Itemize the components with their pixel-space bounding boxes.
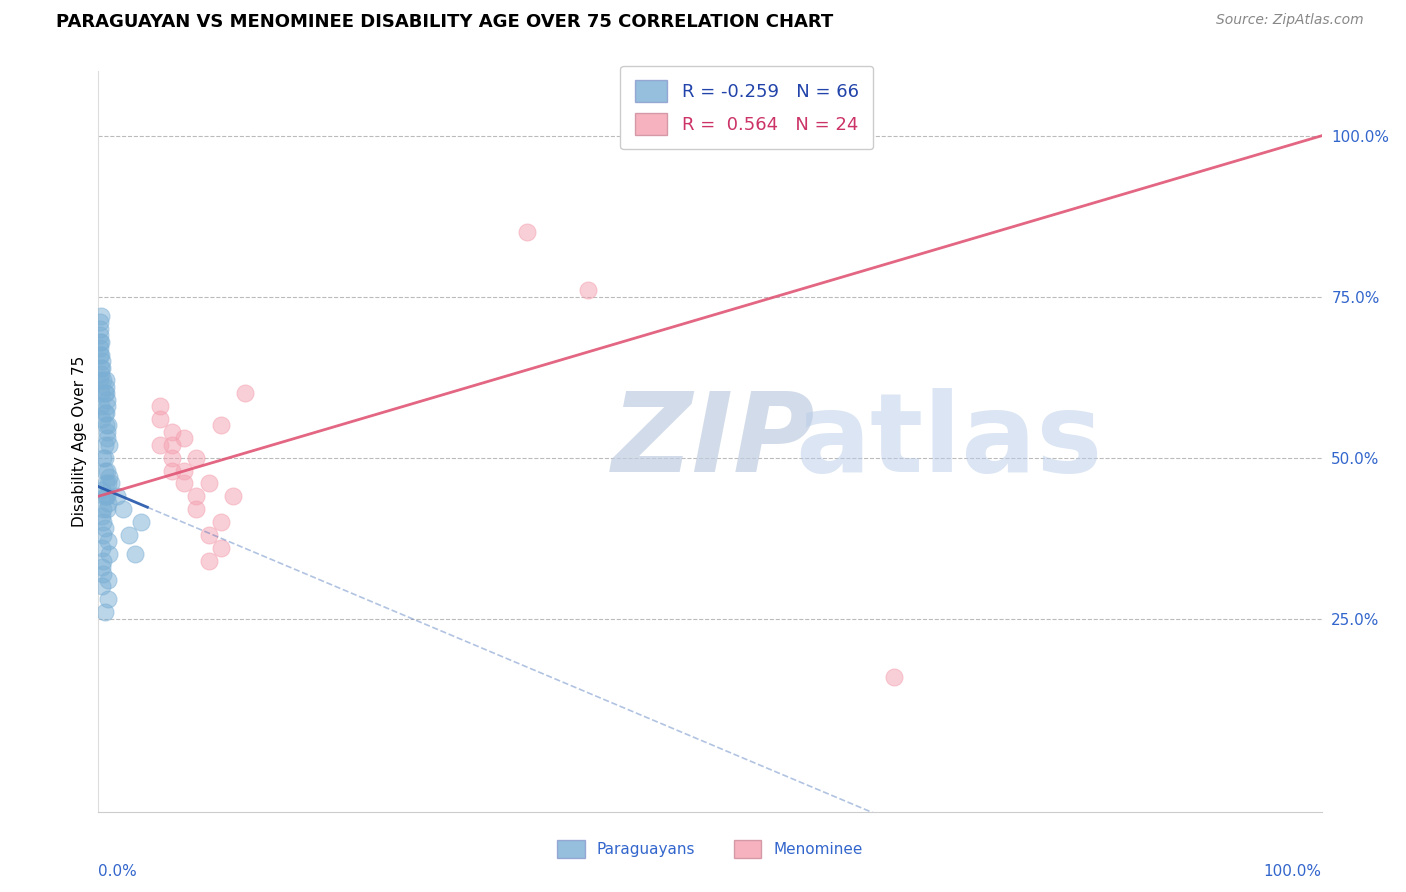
Point xyxy=(89,373,111,387)
Point xyxy=(89,315,111,329)
Point xyxy=(93,521,115,535)
Point xyxy=(186,489,208,503)
Point xyxy=(209,515,232,529)
Point xyxy=(90,399,112,413)
Point xyxy=(90,309,112,323)
Point xyxy=(93,605,115,619)
Point xyxy=(91,579,114,593)
Point xyxy=(100,476,122,491)
Point xyxy=(883,669,905,683)
Point xyxy=(94,489,117,503)
Point xyxy=(91,373,114,387)
Point xyxy=(222,489,245,503)
Point xyxy=(576,283,599,297)
Point xyxy=(98,438,121,452)
Point xyxy=(197,554,219,568)
Point xyxy=(149,399,172,413)
Point xyxy=(93,463,115,477)
Point xyxy=(97,476,120,491)
Point xyxy=(97,573,120,587)
Point xyxy=(515,225,537,239)
Point xyxy=(90,348,112,362)
Point xyxy=(91,515,114,529)
Point xyxy=(90,334,112,349)
Point xyxy=(160,425,183,439)
Point xyxy=(233,386,256,401)
Point xyxy=(209,541,232,555)
Point xyxy=(97,496,120,510)
Point xyxy=(118,528,141,542)
Point xyxy=(94,418,117,433)
Point xyxy=(111,502,134,516)
Point xyxy=(173,476,195,491)
Point xyxy=(91,360,114,375)
Point xyxy=(149,412,172,426)
Point xyxy=(98,470,121,484)
Point xyxy=(91,483,114,497)
Point xyxy=(98,547,121,561)
Point xyxy=(93,450,115,465)
Point xyxy=(96,431,118,445)
Point xyxy=(124,547,146,561)
Point xyxy=(91,560,114,574)
Point xyxy=(91,554,114,568)
Point xyxy=(91,528,114,542)
Point xyxy=(91,566,114,581)
Point xyxy=(89,322,111,336)
Point xyxy=(129,515,152,529)
Point xyxy=(197,476,219,491)
Point xyxy=(96,502,118,516)
Text: ZIP: ZIP xyxy=(612,388,815,495)
Point xyxy=(209,418,232,433)
Text: 100.0%: 100.0% xyxy=(1264,863,1322,879)
Point xyxy=(173,463,195,477)
Point xyxy=(89,341,111,355)
Point xyxy=(91,541,114,555)
Text: PARAGUAYAN VS MENOMINEE DISABILITY AGE OVER 75 CORRELATION CHART: PARAGUAYAN VS MENOMINEE DISABILITY AGE O… xyxy=(56,13,834,31)
Point xyxy=(96,463,118,477)
Point xyxy=(197,528,219,542)
Point xyxy=(160,438,183,452)
Point xyxy=(96,425,118,439)
Text: atlas: atlas xyxy=(796,388,1104,495)
Point xyxy=(94,380,117,394)
Point xyxy=(97,418,120,433)
Point xyxy=(90,360,112,375)
Legend: Paraguayans, Menominee: Paraguayans, Menominee xyxy=(546,828,875,871)
Point xyxy=(96,399,118,413)
Point xyxy=(93,489,115,503)
Point xyxy=(90,367,112,381)
Y-axis label: Disability Age Over 75: Disability Age Over 75 xyxy=(72,356,87,527)
Point xyxy=(105,489,128,503)
Point xyxy=(96,392,118,407)
Point xyxy=(186,450,208,465)
Point xyxy=(91,502,114,516)
Text: Source: ZipAtlas.com: Source: ZipAtlas.com xyxy=(1216,13,1364,28)
Point xyxy=(91,508,114,523)
Point xyxy=(173,431,195,445)
Point xyxy=(186,502,208,516)
Point xyxy=(97,534,120,549)
Point xyxy=(149,438,172,452)
Point xyxy=(97,592,120,607)
Point xyxy=(89,334,111,349)
Point xyxy=(90,386,112,401)
Point xyxy=(91,450,114,465)
Point xyxy=(91,354,114,368)
Point xyxy=(94,386,117,401)
Point xyxy=(89,328,111,343)
Point xyxy=(94,476,117,491)
Text: 0.0%: 0.0% xyxy=(98,863,138,879)
Point xyxy=(91,412,114,426)
Point xyxy=(93,438,115,452)
Point xyxy=(93,406,115,420)
Point xyxy=(96,489,118,503)
Point xyxy=(94,406,117,420)
Point xyxy=(89,348,111,362)
Point xyxy=(160,450,183,465)
Point xyxy=(93,386,115,401)
Point xyxy=(160,463,183,477)
Point xyxy=(94,373,117,387)
